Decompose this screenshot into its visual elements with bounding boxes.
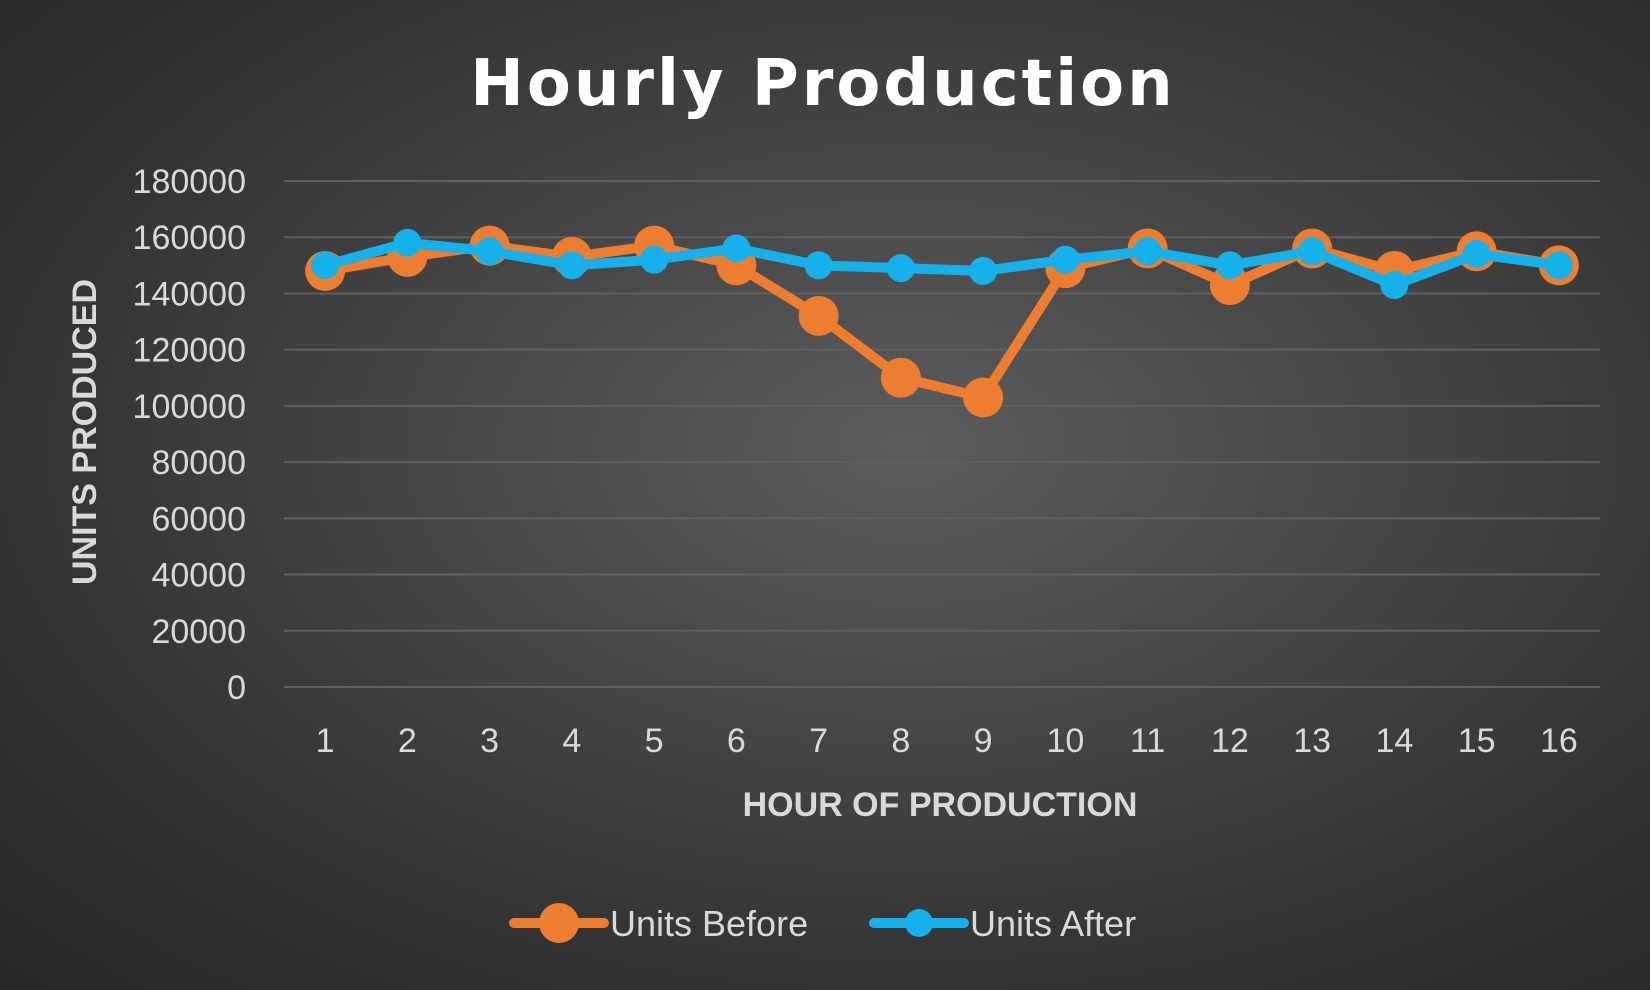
x-tick-label: 11 bbox=[1130, 722, 1165, 760]
series-units-after bbox=[311, 228, 1573, 300]
data-point bbox=[393, 228, 422, 257]
data-point bbox=[798, 295, 839, 336]
data-point bbox=[969, 256, 998, 285]
data-point bbox=[1380, 271, 1409, 300]
data-point bbox=[1462, 240, 1491, 269]
x-axis-title: HOUR OF PRODUCTION bbox=[743, 786, 1138, 824]
data-point bbox=[1051, 245, 1080, 274]
y-tick-label: 60000 bbox=[151, 500, 246, 538]
legend-item: Units After bbox=[869, 903, 1136, 944]
x-tick-label: 12 bbox=[1211, 722, 1249, 760]
x-tick-label: 2 bbox=[398, 722, 417, 760]
legend-swatch-marker bbox=[905, 909, 933, 937]
legend-label: Units After bbox=[970, 903, 1136, 944]
x-tick-label: 7 bbox=[809, 722, 828, 760]
data-point bbox=[963, 377, 1004, 418]
data-point bbox=[1544, 251, 1573, 280]
y-tick-label: 20000 bbox=[151, 613, 246, 651]
data-point bbox=[1215, 251, 1244, 280]
data-point bbox=[1133, 237, 1162, 266]
y-tick-label: 180000 bbox=[133, 163, 246, 201]
y-tick-label: 160000 bbox=[133, 219, 246, 257]
data-point bbox=[557, 251, 586, 280]
y-tick-label: 120000 bbox=[133, 332, 246, 370]
x-tick-label: 4 bbox=[562, 722, 581, 760]
data-point bbox=[640, 245, 669, 274]
y-tick-label: 80000 bbox=[151, 444, 246, 482]
data-point bbox=[475, 237, 504, 266]
chart-title: Hourly Production bbox=[470, 47, 1175, 121]
x-axis-ticks: 1 2 3 4 5 6 7 8 9 10 11 12 13 14 15 16 bbox=[316, 722, 1578, 760]
series-line bbox=[320, 237, 1564, 291]
y-axis-title: UNITS PRODUCED bbox=[66, 279, 104, 585]
x-tick-label: 9 bbox=[974, 722, 993, 760]
grid-lines bbox=[284, 180, 1600, 688]
legend-label: Units Before bbox=[610, 903, 808, 944]
x-tick-label: 6 bbox=[727, 722, 746, 760]
x-tick-label: 10 bbox=[1046, 722, 1084, 760]
legend: Units Before Units After bbox=[509, 903, 1136, 944]
x-tick-label: 3 bbox=[480, 722, 499, 760]
series-line bbox=[320, 240, 1564, 403]
y-tick-label: 40000 bbox=[151, 557, 246, 595]
y-tick-label: 100000 bbox=[133, 388, 246, 426]
legend-item: Units Before bbox=[509, 903, 808, 944]
data-point bbox=[1298, 237, 1327, 266]
data-point bbox=[722, 234, 751, 263]
y-tick-label: 140000 bbox=[133, 275, 246, 313]
x-tick-label: 1 bbox=[316, 722, 335, 760]
data-point bbox=[880, 357, 921, 398]
x-tick-label: 16 bbox=[1540, 722, 1578, 760]
series-group bbox=[305, 225, 1579, 418]
data-point bbox=[311, 251, 340, 280]
x-tick-label: 13 bbox=[1293, 722, 1331, 760]
x-tick-label: 5 bbox=[645, 722, 664, 760]
data-point bbox=[804, 251, 833, 280]
data-point bbox=[886, 254, 915, 283]
y-tick-label: 0 bbox=[227, 669, 246, 707]
legend-swatch-marker bbox=[539, 903, 579, 943]
y-axis-ticks: 0 20000 40000 60000 80000 100000 120000 140000 1… bbox=[133, 163, 246, 707]
x-tick-label: 14 bbox=[1375, 722, 1413, 760]
x-tick-label: 15 bbox=[1458, 722, 1496, 760]
x-tick-label: 8 bbox=[891, 722, 910, 760]
